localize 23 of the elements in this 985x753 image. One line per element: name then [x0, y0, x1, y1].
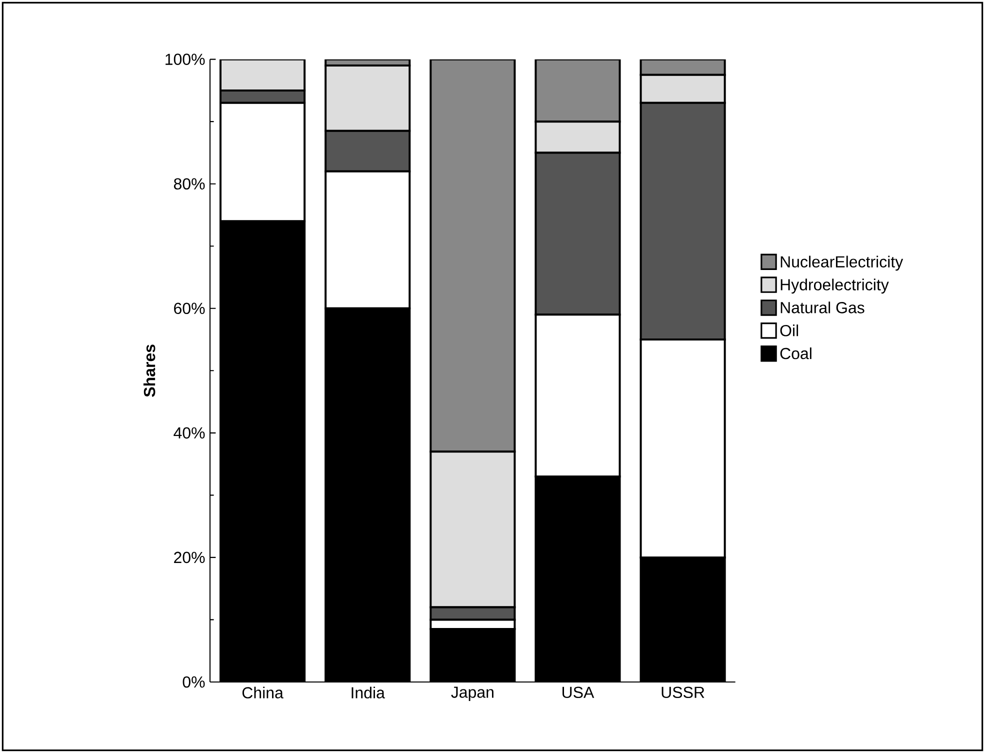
bar	[430, 450, 516, 608]
y-tick-label: 40%	[174, 427, 205, 439]
bar	[640, 74, 726, 104]
x-tick-label: USSR	[662, 686, 704, 698]
x-tick-label: China	[242, 686, 284, 698]
y-axis-title: Shares	[143, 344, 156, 397]
y-tick-label: 100%	[166, 54, 205, 65]
legend-label: NuclearElectricity	[780, 256, 904, 271]
x-tick-label: Japan	[451, 686, 494, 702]
legend-label: Coal	[780, 347, 812, 360]
legend-label: Oil	[780, 324, 798, 336]
bar	[534, 59, 621, 123]
bar	[324, 64, 411, 132]
y-tick-label: 80%	[174, 178, 205, 190]
x-tick-label: USA	[562, 686, 594, 698]
y-tick-label: 60%	[174, 302, 205, 314]
legend-label: Hydroelectricity	[780, 278, 889, 294]
legend-label: Natural Gas	[780, 302, 864, 314]
x-tick-label: India	[352, 686, 385, 698]
y-tick-label: 20%	[174, 552, 205, 564]
bar	[430, 59, 516, 453]
bar	[534, 120, 621, 154]
y-tick-label: 0%	[182, 676, 205, 688]
